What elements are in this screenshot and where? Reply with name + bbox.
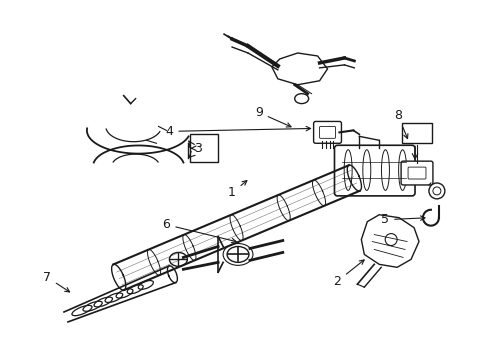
- FancyBboxPatch shape: [400, 161, 432, 185]
- Circle shape: [428, 183, 444, 199]
- Text: 9: 9: [254, 106, 290, 127]
- Polygon shape: [271, 53, 327, 85]
- FancyBboxPatch shape: [313, 121, 341, 143]
- Text: 4: 4: [165, 125, 310, 138]
- Text: 6: 6: [162, 218, 236, 243]
- Text: 2: 2: [333, 260, 364, 288]
- FancyBboxPatch shape: [334, 145, 414, 196]
- Text: 5: 5: [381, 213, 424, 226]
- Bar: [190, 134, 218, 162]
- Polygon shape: [361, 215, 418, 267]
- Ellipse shape: [169, 252, 187, 266]
- Text: 3: 3: [191, 142, 202, 155]
- Text: 7: 7: [43, 271, 69, 292]
- Bar: [401, 123, 431, 143]
- Text: 8: 8: [393, 109, 407, 139]
- Ellipse shape: [226, 247, 248, 262]
- Ellipse shape: [294, 94, 308, 104]
- Text: 1: 1: [228, 181, 246, 199]
